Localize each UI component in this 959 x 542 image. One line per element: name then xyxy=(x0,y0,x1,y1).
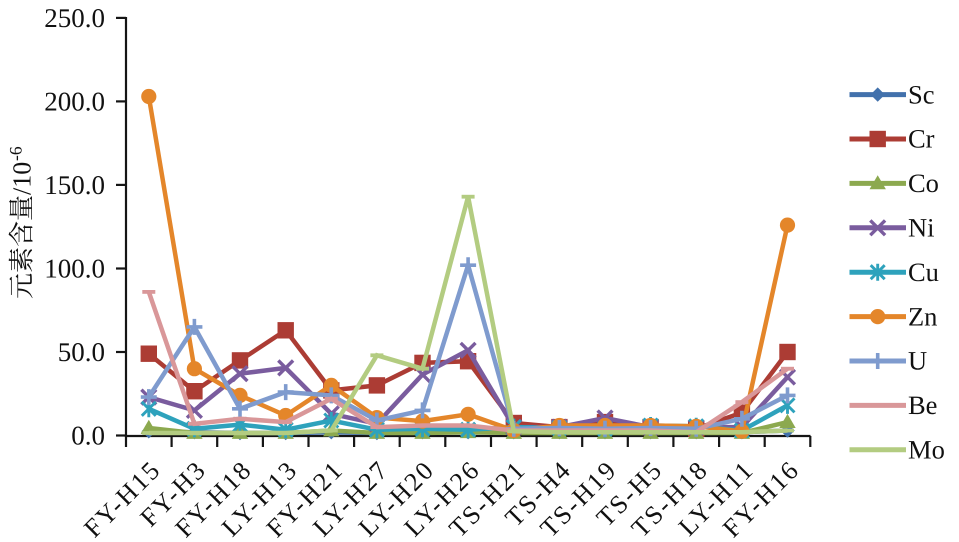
svg-text:0.0: 0.0 xyxy=(71,421,105,451)
svg-text:Be: Be xyxy=(908,390,937,420)
svg-text:-6: -6 xyxy=(6,146,26,161)
svg-text:Cu: Cu xyxy=(908,257,939,287)
svg-text:Sc: Sc xyxy=(908,79,935,109)
svg-text:/10: /10 xyxy=(8,162,37,195)
svg-text:250.0: 250.0 xyxy=(44,3,105,33)
svg-text:U: U xyxy=(908,346,927,376)
svg-text:Co: Co xyxy=(908,168,939,198)
svg-text:100.0: 100.0 xyxy=(44,254,105,284)
svg-text:150.0: 150.0 xyxy=(44,170,105,200)
svg-text:Mo: Mo xyxy=(908,435,945,465)
svg-text:Cr: Cr xyxy=(908,124,935,154)
svg-text:200.0: 200.0 xyxy=(44,86,105,116)
svg-text:50.0: 50.0 xyxy=(58,337,105,367)
svg-text:Zn: Zn xyxy=(908,301,937,331)
svg-text:Ni: Ni xyxy=(908,213,935,243)
